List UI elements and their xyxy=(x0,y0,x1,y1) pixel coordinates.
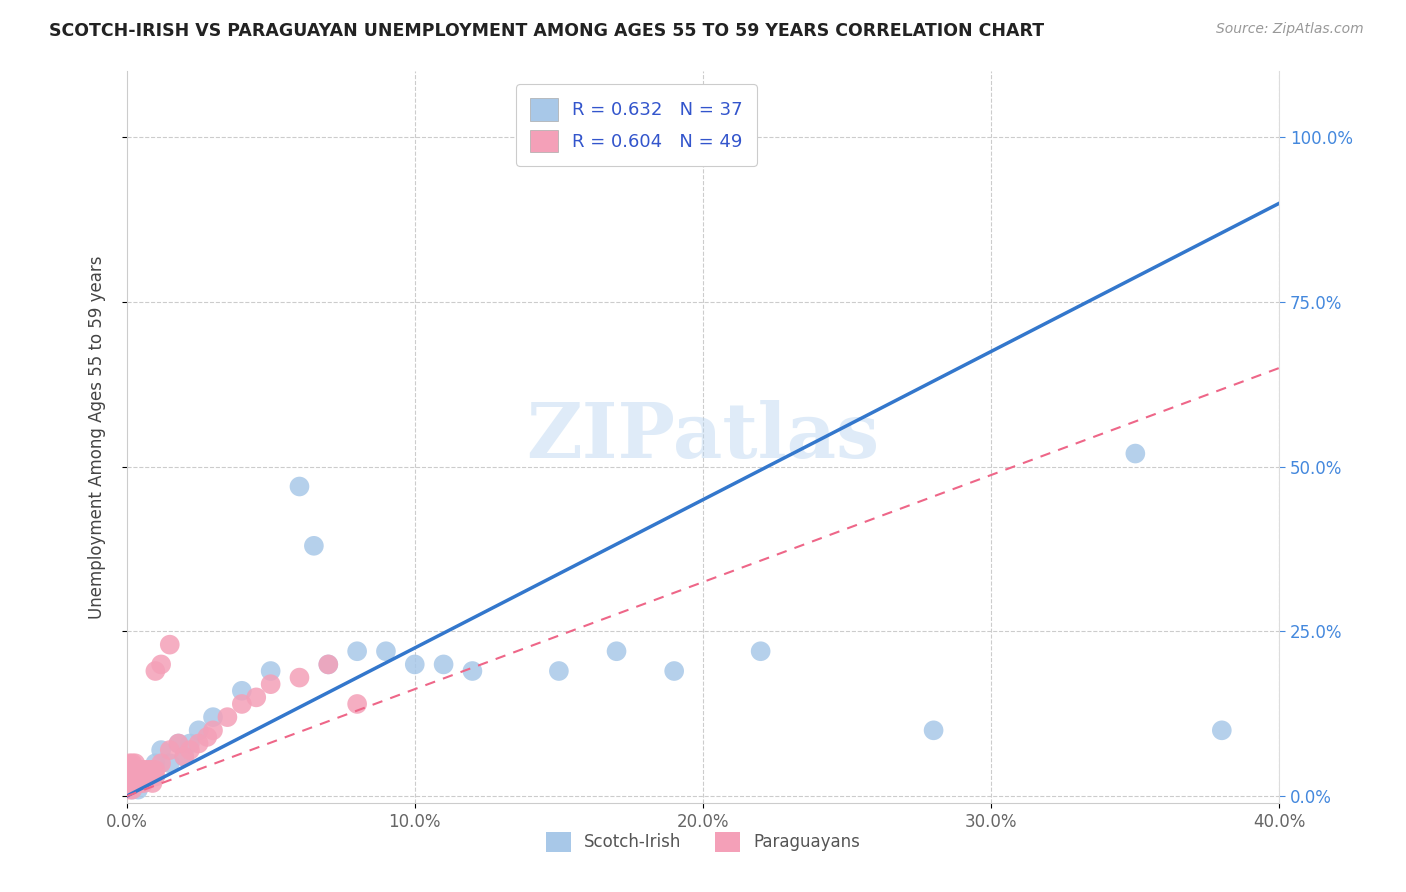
Point xyxy=(129,769,152,783)
Point xyxy=(124,769,146,783)
Point xyxy=(288,479,311,493)
Point xyxy=(132,776,155,790)
Point xyxy=(121,763,143,777)
Point xyxy=(245,690,267,705)
Point xyxy=(145,756,166,771)
Point xyxy=(127,776,149,790)
Point xyxy=(127,769,149,783)
Point xyxy=(124,763,146,777)
Point xyxy=(346,644,368,658)
Point xyxy=(124,763,146,777)
Point xyxy=(145,769,166,783)
Point xyxy=(127,769,149,783)
Point xyxy=(138,763,160,777)
Point xyxy=(1125,446,1147,460)
Point xyxy=(259,677,281,691)
Point xyxy=(121,769,143,783)
Point xyxy=(548,664,571,678)
Point xyxy=(374,644,398,658)
Point xyxy=(167,737,190,751)
Point xyxy=(127,763,149,777)
Legend: Scotch-Irish, Paraguayans: Scotch-Irish, Paraguayans xyxy=(537,823,869,860)
Point xyxy=(135,769,157,783)
Point xyxy=(159,638,181,652)
Point xyxy=(132,769,155,783)
Point xyxy=(922,723,945,738)
Point xyxy=(231,683,253,698)
Point xyxy=(749,644,772,658)
Point xyxy=(664,664,686,678)
Point xyxy=(141,776,163,790)
Text: ZIPatlas: ZIPatlas xyxy=(526,401,880,474)
Point xyxy=(118,769,141,783)
Point xyxy=(118,763,141,777)
Point xyxy=(127,782,149,797)
Point xyxy=(202,723,225,738)
Point xyxy=(124,776,146,790)
Point xyxy=(1211,723,1233,738)
Point xyxy=(179,737,201,751)
Point xyxy=(179,743,201,757)
Point xyxy=(132,769,155,783)
Point xyxy=(121,782,143,797)
Point xyxy=(318,657,340,672)
Point xyxy=(159,743,181,757)
Point xyxy=(302,539,325,553)
Point xyxy=(159,756,181,771)
Point xyxy=(150,756,173,771)
Point xyxy=(433,657,456,672)
Point xyxy=(118,782,141,797)
Point xyxy=(118,776,141,790)
Point xyxy=(129,763,152,777)
Point xyxy=(404,657,426,672)
Point xyxy=(138,769,160,783)
Point xyxy=(118,756,141,771)
Point xyxy=(121,776,143,790)
Point xyxy=(121,782,143,797)
Point xyxy=(606,644,628,658)
Point xyxy=(346,697,368,711)
Point xyxy=(118,776,141,790)
Point xyxy=(259,664,281,678)
Point xyxy=(138,763,160,777)
Text: SCOTCH-IRISH VS PARAGUAYAN UNEMPLOYMENT AMONG AGES 55 TO 59 YEARS CORRELATION CH: SCOTCH-IRISH VS PARAGUAYAN UNEMPLOYMENT … xyxy=(49,22,1045,40)
Point xyxy=(173,749,195,764)
Point xyxy=(121,769,143,783)
Point xyxy=(187,737,209,751)
Point xyxy=(121,756,143,771)
Point xyxy=(150,743,173,757)
Text: Source: ZipAtlas.com: Source: ZipAtlas.com xyxy=(1216,22,1364,37)
Point xyxy=(124,776,146,790)
Point xyxy=(217,710,239,724)
Point xyxy=(135,763,157,777)
Point xyxy=(145,763,166,777)
Point xyxy=(187,723,209,738)
Point xyxy=(135,769,157,783)
Point xyxy=(124,756,146,771)
Point xyxy=(173,749,195,764)
Point xyxy=(132,763,155,777)
Point xyxy=(129,763,152,777)
Point xyxy=(288,671,311,685)
Point xyxy=(318,657,340,672)
Point xyxy=(150,657,173,672)
Point xyxy=(202,710,225,724)
Point xyxy=(195,730,218,744)
Point xyxy=(129,776,152,790)
Point xyxy=(129,776,152,790)
Point xyxy=(145,664,166,678)
Point xyxy=(461,664,484,678)
Point xyxy=(231,697,253,711)
Y-axis label: Unemployment Among Ages 55 to 59 years: Unemployment Among Ages 55 to 59 years xyxy=(87,255,105,619)
Point xyxy=(167,737,190,751)
Point xyxy=(141,763,163,777)
